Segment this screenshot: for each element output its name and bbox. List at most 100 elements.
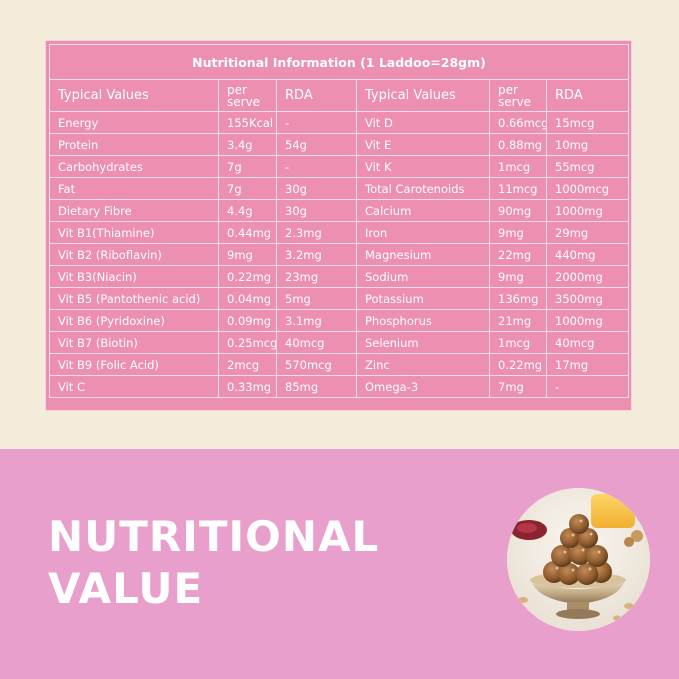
cell-typical-value: Magnesium [356,243,490,266]
table-row: Vit B9 (Folic Acid) 2mcg 570mcg Zinc 0.22mg 1… [49,353,630,376]
cell-per-serve: 0.33mg [218,375,277,398]
cell-rda: 55mcg [545,155,630,178]
header-rda: RDA [276,79,357,112]
header-per-serve: per serve [218,79,277,112]
cell-rda: 40mcg [276,331,357,354]
cell-per-serve: 21mg [489,309,547,332]
table-row: Vit B2 (Riboflavin) 9mg 3.2mg Magnesium 22mg… [49,243,630,266]
table-title: Nutritional Information (1 Laddoo=28gm) [48,44,630,80]
cell-typical-value: Vit B5 (Pantothenic acid) [49,287,219,310]
cell-typical-value: Vit B9 (Folic Acid) [49,353,219,376]
cell-per-serve: 9mg [489,265,547,288]
cell-per-serve: 90mg [489,199,547,222]
cell-rda: 1000mg [545,199,630,222]
cell-rda: 2000mg [545,265,630,288]
cell-typical-value: Carbohydrates [49,155,219,178]
cell-rda: 3500mg [545,287,630,310]
table-row: Carbohydrates 7g - Vit K 1mcg 55mcg [49,155,630,178]
cell-per-serve: 7g [218,155,277,178]
cell-typical-value: Calcium [356,199,490,222]
cell-per-serve: 0.25mcg [218,331,277,354]
cell-rda: 3.1mg [276,309,357,332]
cell-rda: 54g [276,133,357,156]
cell-rda: - [545,375,630,398]
cell-typical-value: Iron [356,221,490,244]
cell-per-serve: 9mg [489,221,547,244]
cell-typical-value: Sodium [356,265,490,288]
headline: NUTRITIONAL VALUE [48,511,379,615]
table-row: Fat 7g 30g Total Carotenoids 11mcg 1000mcg [49,177,630,200]
cell-per-serve: 136mg [489,287,547,310]
cell-typical-value: Potassium [356,287,490,310]
nutrition-table-panel: Nutritional Information (1 Laddoo=28gm) … [45,40,632,411]
cell-typical-value: Vit B3(Niacin) [49,265,219,288]
cell-typical-value: Fat [49,177,219,200]
cell-rda: 15mcg [545,111,630,134]
cell-per-serve: 4.4g [218,199,277,222]
cell-per-serve: 0.22mg [218,265,277,288]
table-title-row: Nutritional Information (1 Laddoo=28gm) [48,44,630,80]
table-row: Protein 3.4g 54g Vit E 0.88mg 10mg [49,133,630,156]
laddoo-bowl-image [507,488,650,631]
cell-rda: 5mg [276,287,357,310]
table-row: Dietary Fibre 4.4g 30g Calcium 90mg 1000mg [49,199,630,222]
cell-per-serve: 11mcg [489,177,547,200]
header-per-serve: per serve [489,79,547,112]
cell-rda: 2.3mg [276,221,357,244]
table-body: Energy 155Kcal - Vit D 0.66mcg 15mcg Protein 3.… [49,111,630,398]
cell-rda: 30g [276,199,357,222]
cell-typical-value: Vit C [49,375,219,398]
cell-typical-value: Vit B7 (Biotin) [49,331,219,354]
cell-per-serve: 0.44mg [218,221,277,244]
cell-rda: 85mg [276,375,357,398]
laddoo-photo [507,488,650,631]
cell-typical-value: Phosphorus [356,309,490,332]
cell-typical-value: Vit B2 (Riboflavin) [49,243,219,266]
cell-typical-value: Vit B6 (Pyridoxine) [49,309,219,332]
headline-line-2: VALUE [48,564,204,613]
cell-rda: 30g [276,177,357,200]
cell-rda: 10mg [545,133,630,156]
cell-per-serve: 0.66mcg [489,111,547,134]
cell-per-serve: 1mcg [489,155,547,178]
cell-per-serve: 155Kcal [218,111,277,134]
cell-rda: 29mg [545,221,630,244]
cell-rda: - [276,155,357,178]
cell-per-serve: 1mcg [489,331,547,354]
cell-per-serve: 0.88mg [489,133,547,156]
cell-typical-value: Selenium [356,331,490,354]
table-row: Vit B7 (Biotin) 0.25mcg 40mcg Selenium 1mcg 4… [49,331,630,354]
cell-typical-value: Vit B1(Thiamine) [49,221,219,244]
cell-per-serve: 2mcg [218,353,277,376]
cell-typical-value: Total Carotenoids [356,177,490,200]
cell-rda: 40mcg [545,331,630,354]
cell-rda: 17mg [545,353,630,376]
cell-rda: 440mg [545,243,630,266]
cell-rda: 570mcg [276,353,357,376]
table-header-row: Typical Values per serve RDA Typical Val… [49,79,630,112]
cell-rda: 1000mg [545,309,630,332]
table-row: Vit B5 (Pantothenic acid) 0.04mg 5mg Potass… [49,287,630,310]
cell-typical-value: Protein [49,133,219,156]
cell-typical-value: Vit E [356,133,490,156]
header-typical-values: Typical Values [356,79,490,112]
cell-rda: 3.2mg [276,243,357,266]
headline-line-1: NUTRITIONAL [48,512,380,561]
table-row: Vit B3(Niacin) 0.22mg 23mg Sodium 9mg 2000mg [49,265,630,288]
cell-typical-value: Zinc [356,353,490,376]
nutrition-table: Nutritional Information (1 Laddoo=28gm) … [48,44,630,398]
cell-per-serve: 3.4g [218,133,277,156]
cell-rda: 23mg [276,265,357,288]
cell-per-serve: 0.09mg [218,309,277,332]
cell-rda: - [276,111,357,134]
table-row: Energy 155Kcal - Vit D 0.66mcg 15mcg [49,111,630,134]
cell-typical-value: Vit K [356,155,490,178]
cell-typical-value: Omega-3 [356,375,490,398]
cell-per-serve: 22mg [489,243,547,266]
table-row: Vit B1(Thiamine) 0.44mg 2.3mg Iron 9mg 29mg [49,221,630,244]
header-typical-values: Typical Values [49,79,219,112]
cell-typical-value: Energy [49,111,219,134]
cell-typical-value: Vit D [356,111,490,134]
cell-per-serve: 0.04mg [218,287,277,310]
cell-per-serve: 9mg [218,243,277,266]
